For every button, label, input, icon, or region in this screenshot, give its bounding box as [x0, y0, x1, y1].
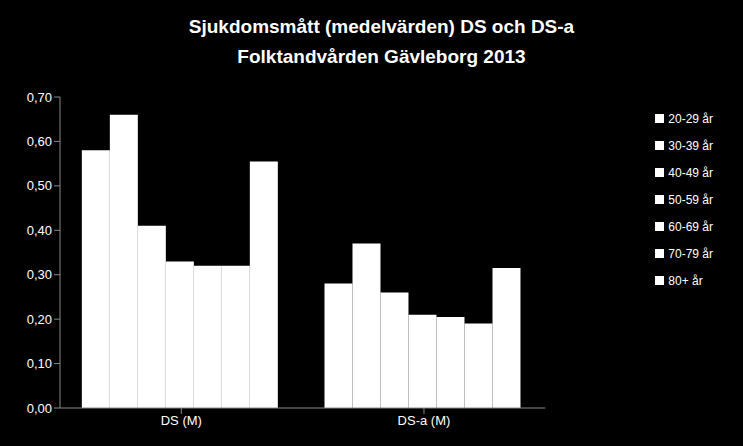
html-text:Sjukdomsmått (medelvärden) DS: Sjukdomsmått (medelvärden) DS och DS-a F… [188, 16, 575, 67]
svg-text:0,40: 0,40 [27, 223, 52, 238]
svg-text:0,70: 0,70 [27, 90, 52, 105]
svg-text:0,20: 0,20 [27, 312, 52, 327]
svg-text:0,00: 0,00 [27, 401, 52, 416]
svg-text:0,30: 0,30 [27, 267, 52, 282]
svg-text:0,10: 0,10 [27, 356, 52, 371]
html-text:70-79 år: 70-79 år [668, 247, 713, 261]
html-text:50-59 år: 50-59 år [668, 193, 713, 207]
svg-text:0,60: 0,60 [27, 134, 52, 149]
html-text:40-49 år: 40-49 år [668, 166, 713, 180]
svg-text:0,50: 0,50 [27, 178, 52, 193]
html-text:30-39 år: 30-39 år [668, 139, 713, 153]
html-text:60-69 år: 60-69 år [668, 220, 713, 234]
html-text:20-29 år: 20-29 år [668, 112, 713, 126]
svg-text:DS (M): DS (M) [161, 413, 202, 428]
html-text:80+ år: 80+ år [668, 274, 703, 288]
svg-text:DS-a (M): DS-a (M) [398, 413, 451, 428]
